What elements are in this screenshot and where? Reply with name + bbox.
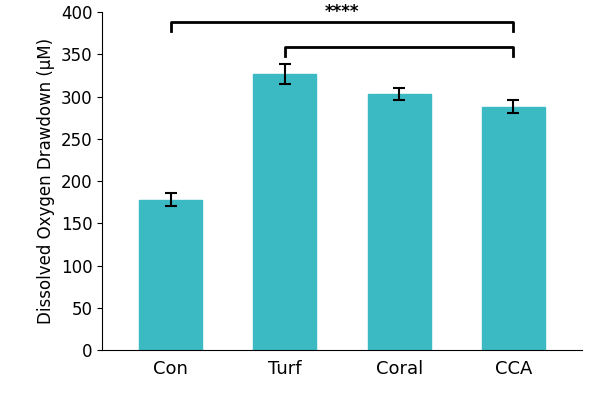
Bar — [482, 107, 545, 350]
Bar — [368, 94, 431, 350]
Bar — [253, 74, 316, 350]
Text: ****: **** — [325, 3, 359, 21]
Bar — [139, 200, 202, 350]
Y-axis label: Dissolved Oxygen Drawdown (μM): Dissolved Oxygen Drawdown (μM) — [37, 38, 55, 324]
